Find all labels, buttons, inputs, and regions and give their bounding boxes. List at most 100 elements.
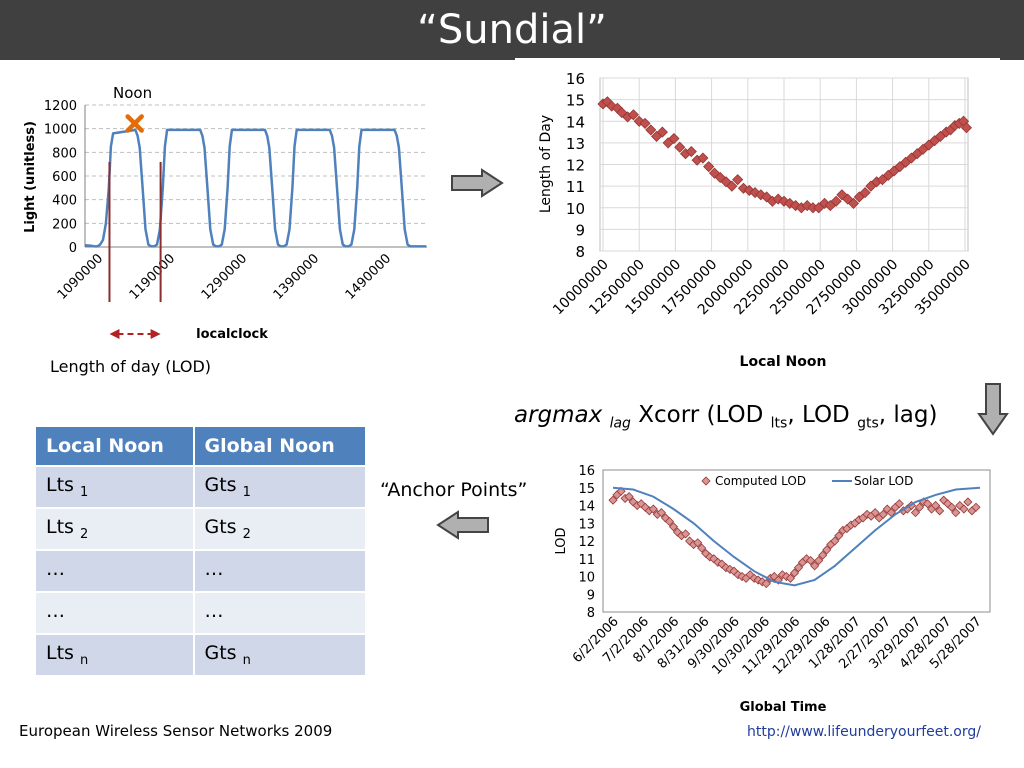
noon-label: Noon — [113, 84, 153, 102]
computed-lod-point — [830, 536, 840, 546]
computed-lod-point — [878, 509, 888, 519]
computed-lod-point — [818, 550, 828, 560]
header-global-noon: Global Noon — [192, 425, 367, 467]
y-axis-title: Length of Day — [538, 115, 554, 213]
y-tick-label: 9 — [575, 221, 585, 239]
header-local-noon: Local Noon — [34, 425, 195, 467]
y-tick-label: 14 — [566, 113, 585, 131]
y-tick-label: 12 — [578, 535, 595, 550]
data-point — [960, 122, 973, 134]
lod-arrow-head-left — [109, 329, 120, 339]
lod-local-chart: 8910111213141516100000001250000015000000… — [538, 70, 974, 370]
computed-lod-point — [656, 508, 666, 518]
computed-lod-point — [963, 497, 973, 507]
x-tick-label: 1190000 — [127, 251, 179, 303]
computed-lod-point — [935, 506, 945, 516]
computed-lod-point — [793, 563, 804, 573]
formula-lag-sub: lag — [609, 415, 631, 432]
title-bar — [0, 0, 1024, 60]
solar-lod-line — [612, 486, 981, 587]
computed-lod-point — [668, 522, 679, 532]
footer-link[interactable]: http://www.lifeunderyourfeet.org/ — [747, 724, 981, 740]
y-tick-label: 800 — [52, 146, 77, 161]
table-row: … … — [34, 591, 367, 635]
formula-end: , lag) — [878, 402, 938, 428]
x-tick-label: 1390000 — [271, 251, 323, 303]
computed-lod-point — [910, 508, 921, 518]
table-row: … … — [34, 549, 367, 593]
x-axis-title: Global Time — [740, 700, 827, 715]
local-noon-cell: … — [34, 591, 195, 635]
legend-computed-label: Computed LOD — [715, 474, 806, 488]
light-series-line — [84, 128, 427, 248]
computed-lod-point — [648, 504, 658, 514]
formula-xcorr: Xcorr (LOD — [630, 402, 771, 428]
arrow-right-icon — [451, 168, 504, 198]
global-noon-cell: … — [192, 549, 367, 593]
formula-mid: , LOD — [787, 402, 858, 428]
lod-global-chart: 89101112131415166/2/20067/2/20068/1/2006… — [554, 464, 991, 715]
computed-lod-point — [959, 504, 969, 514]
data-point — [703, 161, 715, 173]
table-row: Lts n Gts n — [34, 633, 367, 677]
x-axis-title: localclock — [196, 327, 268, 342]
anchor-points-table: Local Noon Global Noon Lts 1 Gts 1 Lts 2… — [34, 425, 367, 677]
y-tick-label: 11 — [578, 553, 595, 568]
local-noon-cell: Lts 2 — [34, 507, 195, 551]
formula-lts-sub: lts — [770, 415, 788, 432]
formula-argmax: argmax — [514, 402, 603, 428]
y-tick-label: 10 — [566, 200, 585, 218]
local-noon-cell: Lts 1 — [34, 465, 195, 509]
global-noon-cell: Gts 1 — [192, 465, 367, 509]
lod-caption: Length of day (LOD) — [50, 357, 212, 376]
data-point — [645, 124, 657, 136]
x-tick-label: 1490000 — [343, 251, 395, 303]
computed-lod-point — [608, 495, 618, 505]
computed-lod-point — [923, 499, 933, 509]
computed-lod-point — [761, 579, 771, 589]
y-axis-title: LOD — [554, 527, 569, 554]
computed-lod-point — [947, 502, 957, 512]
global-noon-cell: … — [192, 591, 367, 635]
computed-lod-point — [664, 516, 675, 527]
y-tick-label: 9 — [587, 588, 595, 603]
computed-lod-point — [693, 538, 703, 548]
legend-computed-marker — [701, 476, 711, 486]
formula-gts-sub: gts — [857, 415, 879, 432]
computed-lod-point — [834, 531, 844, 541]
computed-lod-point — [785, 573, 796, 583]
y-tick-label: 10 — [578, 571, 595, 586]
local-noon-cell: Lts n — [34, 633, 195, 677]
data-point — [685, 145, 697, 158]
computed-lod-point — [681, 529, 691, 539]
data-point — [639, 117, 651, 129]
data-point — [732, 174, 744, 186]
y-tick-label: 13 — [566, 135, 585, 153]
table-header-row: Local Noon Global Noon — [34, 425, 367, 467]
y-tick-label: 200 — [52, 217, 77, 232]
noon-marker — [125, 114, 144, 133]
computed-lod-point — [914, 502, 925, 512]
x-axis-title: Local Noon — [740, 354, 827, 370]
y-tick-label: 14 — [578, 500, 595, 515]
computed-lod-point — [931, 500, 941, 511]
y-tick-label: 12 — [566, 157, 585, 175]
data-point — [859, 187, 871, 199]
x-tick-label: 1290000 — [199, 251, 251, 303]
y-tick-label: 16 — [566, 70, 585, 88]
global-noon-cell: Gts n — [192, 633, 367, 677]
data-point — [726, 180, 738, 192]
table-row: Lts 1 Gts 1 — [34, 465, 367, 509]
computed-lod-point — [810, 561, 820, 571]
plot-area — [602, 469, 991, 613]
anchor-points-label: “Anchor Points” — [380, 479, 528, 501]
global-noon-cell: Gts 2 — [192, 507, 367, 551]
data-point — [737, 182, 750, 194]
computed-lod-point — [806, 555, 816, 566]
light-chart: 0 200 400 600 800 1000 1200 1090000 1190000 12900… — [23, 99, 427, 342]
computed-lod-point — [624, 492, 634, 502]
y-tick-label: 15 — [578, 482, 595, 497]
y-tick-label: 16 — [578, 464, 595, 479]
local-noon-cell: … — [34, 549, 195, 593]
table-row: Lts 2 Gts 2 — [34, 507, 367, 551]
